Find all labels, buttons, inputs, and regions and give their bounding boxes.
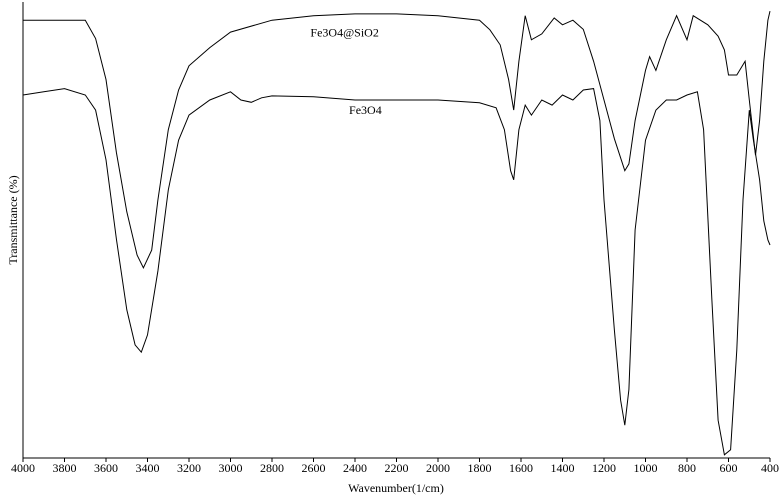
x-tick-label: 400 [761, 461, 779, 475]
series-label: Fe3O4 [349, 103, 382, 117]
x-tick-label: 1800 [468, 461, 492, 475]
x-tick-label: 3200 [177, 461, 201, 475]
x-tick-label: 3600 [94, 461, 118, 475]
x-tick-label: 1400 [551, 461, 575, 475]
x-tick-label: 2400 [343, 461, 367, 475]
series-line [22, 88, 771, 456]
x-tick-label: 4000 [11, 461, 35, 475]
x-tick-label: 2600 [302, 461, 326, 475]
x-tick-label: 1000 [634, 461, 658, 475]
series-line [23, 10, 771, 269]
x-tick-label: 2000 [426, 461, 450, 475]
x-axis-label: Wavenumber(1/cm) [348, 481, 444, 495]
x-tick-label: 1200 [592, 461, 616, 475]
x-tick-label: 600 [720, 461, 738, 475]
y-axis-label: Transmittance (%) [6, 175, 20, 264]
x-tick-label: 800 [678, 461, 696, 475]
series-label: Fe3O4@SiO2 [310, 26, 378, 40]
x-tick-label: 1600 [509, 461, 533, 475]
x-tick-label: 3800 [53, 461, 77, 475]
x-tick-label: 3400 [136, 461, 160, 475]
x-tick-label: 2200 [385, 461, 409, 475]
x-tick-label: 3000 [219, 461, 243, 475]
x-tick-label: 2800 [260, 461, 284, 475]
